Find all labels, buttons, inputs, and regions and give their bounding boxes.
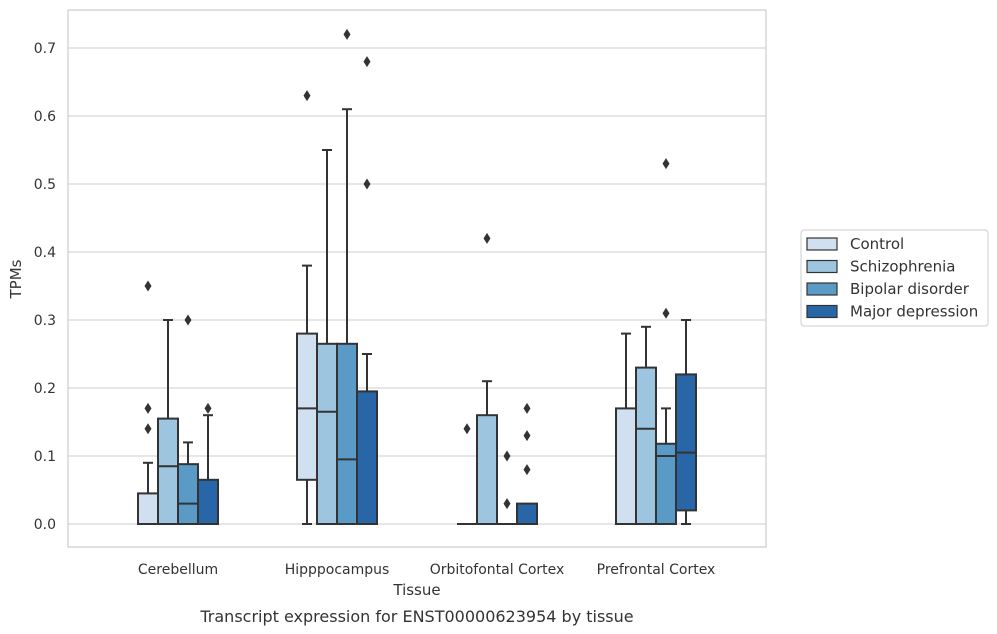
x-tick-label: Orbitofontal Cortex bbox=[430, 562, 565, 578]
legend-frame bbox=[800, 229, 989, 327]
box-body bbox=[356, 390, 378, 525]
box-body bbox=[296, 332, 318, 481]
box-0-1 bbox=[296, 90, 318, 525]
outlier-point bbox=[343, 28, 351, 40]
outlier-point bbox=[184, 314, 192, 326]
y-tick-label: 0.2 bbox=[34, 381, 56, 397]
legend-swatch bbox=[806, 282, 838, 296]
plot-frame bbox=[67, 9, 767, 548]
box-3-2 bbox=[516, 402, 538, 526]
outlier-point bbox=[523, 464, 531, 476]
outlier-point bbox=[463, 423, 471, 435]
y-tick-label: 0.4 bbox=[34, 245, 56, 261]
box-1-2 bbox=[476, 232, 498, 526]
box-2-0 bbox=[177, 314, 199, 526]
box-body bbox=[316, 342, 338, 525]
outlier-point bbox=[363, 178, 371, 190]
box-3-1 bbox=[356, 56, 378, 525]
box-body bbox=[197, 478, 219, 525]
outlier-point bbox=[204, 402, 212, 414]
box-body bbox=[137, 492, 159, 525]
outlier-point bbox=[503, 498, 511, 510]
legend-swatch bbox=[806, 237, 838, 251]
outlier-point bbox=[363, 56, 371, 68]
y-tick-label: 0.5 bbox=[34, 177, 56, 193]
chart-caption: Transcript expression for ENST0000062395… bbox=[199, 607, 633, 626]
y-tick-label: 0.1 bbox=[34, 449, 56, 465]
box-body bbox=[157, 417, 179, 526]
gridlines bbox=[68, 47, 766, 525]
legend-label: Control bbox=[850, 235, 904, 253]
box-body bbox=[476, 414, 498, 526]
box-body bbox=[336, 342, 358, 525]
box-1-1 bbox=[316, 149, 338, 525]
box-0-2 bbox=[457, 423, 477, 525]
box-3-0 bbox=[197, 402, 219, 525]
legend-label: Schizophrenia bbox=[850, 258, 955, 276]
box-groups bbox=[137, 28, 697, 526]
box-body bbox=[675, 373, 697, 512]
legend-swatch bbox=[806, 259, 838, 274]
box-body bbox=[516, 502, 538, 526]
box-body bbox=[177, 463, 199, 526]
box-0-0 bbox=[137, 280, 159, 525]
box-1-0 bbox=[157, 319, 179, 526]
y-axis-title: TPMs bbox=[7, 259, 25, 299]
outlier-point bbox=[144, 423, 152, 435]
y-tick-label: 0.6 bbox=[34, 109, 56, 125]
box-body bbox=[635, 366, 657, 525]
outlier-point bbox=[523, 402, 531, 414]
box-2-3 bbox=[655, 158, 677, 526]
outlier-point bbox=[662, 158, 670, 170]
y-tick-label: 0.3 bbox=[34, 313, 56, 329]
box-body bbox=[615, 407, 637, 525]
x-tick-label: Prefrontal Cortex bbox=[597, 562, 716, 578]
outlier-point bbox=[483, 232, 491, 244]
outlier-point bbox=[144, 402, 152, 414]
x-axis-title: Tissue bbox=[392, 581, 440, 599]
outlier-point bbox=[303, 90, 311, 102]
y-axis-ticks: 0.0 0.1 0.2 0.3 0.4 0.5 0.6 0.7 bbox=[34, 41, 56, 533]
x-axis-ticks: Cerebellum Hipppocampus Orbitofontal Corte… bbox=[138, 562, 715, 578]
legend-swatch bbox=[806, 304, 838, 319]
y-tick-label: 0.0 bbox=[34, 517, 56, 533]
outlier-point bbox=[503, 450, 511, 462]
x-tick-label: Hipppocampus bbox=[285, 562, 390, 578]
legend-label: Major depression bbox=[850, 303, 978, 321]
y-tick-label: 0.7 bbox=[34, 41, 56, 57]
box-1-3 bbox=[635, 325, 657, 525]
box-3-3 bbox=[675, 319, 697, 525]
box-0-3 bbox=[615, 332, 637, 525]
outlier-point bbox=[662, 307, 670, 319]
outlier-point bbox=[144, 280, 152, 292]
legend: Control Schizophrenia Bipolar disorder Majo… bbox=[800, 229, 989, 327]
box-2-1 bbox=[336, 28, 358, 525]
x-tick-label: Cerebellum bbox=[138, 562, 218, 578]
legend-label: Bipolar disorder bbox=[850, 280, 970, 298]
box-2-2 bbox=[497, 450, 517, 525]
outlier-point bbox=[523, 430, 531, 442]
